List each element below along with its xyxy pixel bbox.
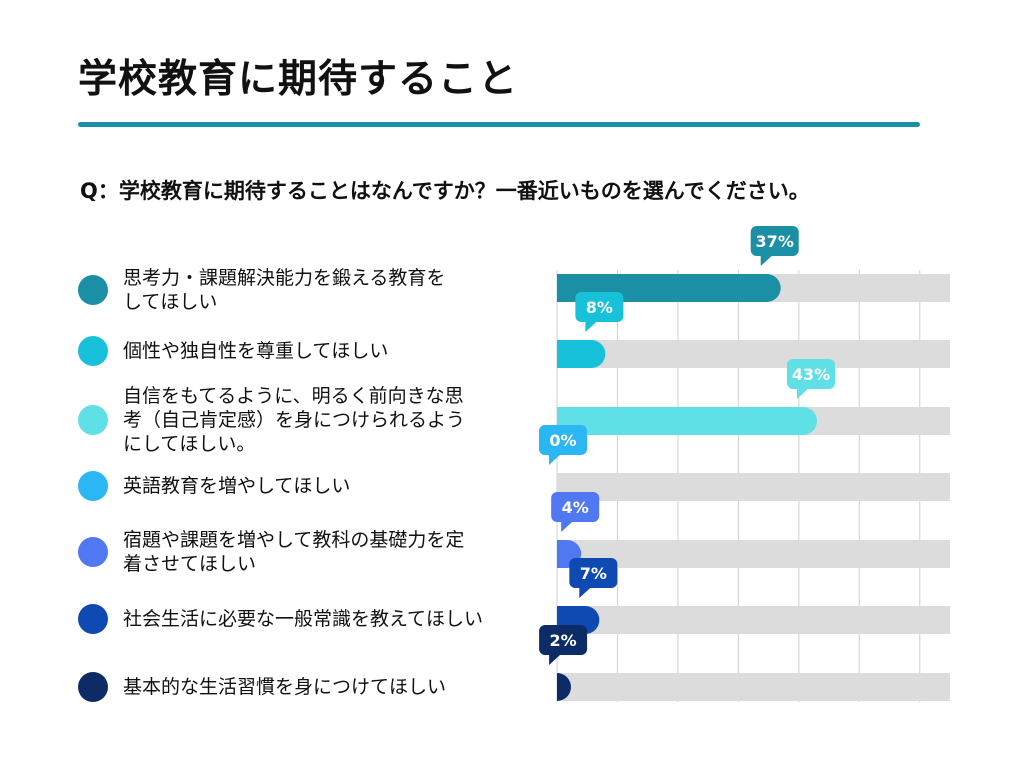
callout-pointer: [561, 521, 574, 532]
value-label: 43%: [792, 365, 830, 384]
legend-item: 社会生活に必要な一般常識を教えてほしい: [78, 604, 538, 634]
legend-label: 宿題や課題を増やして教科の基礎力を定 着させてほしい: [123, 529, 465, 575]
callout-pointer: [549, 454, 561, 465]
callout-pointer: [549, 654, 562, 665]
value-callout: [786, 359, 835, 389]
value-label: 8%: [586, 298, 613, 317]
bar: [557, 340, 606, 368]
legend-label: 自信をもてるように、明るく前向きな思 考（自己肯定感）を身につけられるよう にし…: [123, 385, 466, 455]
legend-label: 英語教育を増やしてほしい: [123, 475, 351, 497]
value-label: 37%: [756, 232, 794, 251]
legend-dot: [78, 405, 108, 435]
callout-pointer: [579, 587, 592, 598]
value-callout: [539, 425, 587, 455]
bar-track: [557, 540, 950, 568]
value-callout: [551, 492, 600, 522]
value-label: 4%: [562, 498, 589, 517]
callout-pointer: [796, 388, 809, 399]
legend-label: 個性や独自性を尊重してほしい: [123, 340, 389, 362]
value-label: 2%: [550, 631, 577, 650]
legend-dot: [78, 604, 108, 634]
bar: [557, 407, 817, 436]
value-callout: [539, 625, 588, 655]
value-callout: [750, 226, 799, 256]
legend-dot: [78, 471, 108, 501]
legend-item: 自信をもてるように、明るく前向きな思 考（自己肯定感）を身につけられるよう にし…: [78, 384, 538, 456]
legend-item: 基本的な生活習慣を身につけてほしい: [78, 672, 538, 702]
bar-track: [557, 473, 950, 501]
legend-label: 思考力・課題解決能力を鍛える教育を してほしい: [123, 267, 446, 313]
legend-item: 個性や独自性を尊重してほしい: [78, 336, 538, 366]
callout-pointer: [760, 255, 773, 266]
bar: [557, 673, 571, 701]
question-text: Q：学校教育に期待することはなんですか？一番近いものを選んでください。: [80, 179, 810, 203]
value-callout: [569, 558, 618, 588]
legend-item: 思考力・課題解決能力を鍛える教育を してほしい: [78, 266, 538, 314]
page-title: 学校教育に期待すること: [78, 57, 519, 102]
bar-track: [557, 340, 950, 368]
value-label: 0%: [549, 431, 576, 450]
bar-track: [557, 606, 950, 634]
legend-dot: [78, 275, 108, 305]
legend-label: 基本的な生活習慣を身につけてほしい: [123, 676, 447, 698]
legend-item: 宿題や課題を増やして教科の基礎力を定 着させてほしい: [78, 528, 538, 576]
title-underline: [78, 122, 920, 127]
value-callout: [575, 292, 624, 322]
legend-label: 社会生活に必要な一般常識を教えてほしい: [123, 608, 484, 630]
legend-dot: [78, 336, 108, 366]
legend-item: 英語教育を増やしてほしい: [78, 471, 538, 501]
callout-pointer: [585, 321, 598, 332]
legend-dot: [78, 537, 108, 567]
value-label: 7%: [580, 564, 607, 583]
legend-dot: [78, 672, 108, 702]
bar-track: [557, 673, 950, 701]
